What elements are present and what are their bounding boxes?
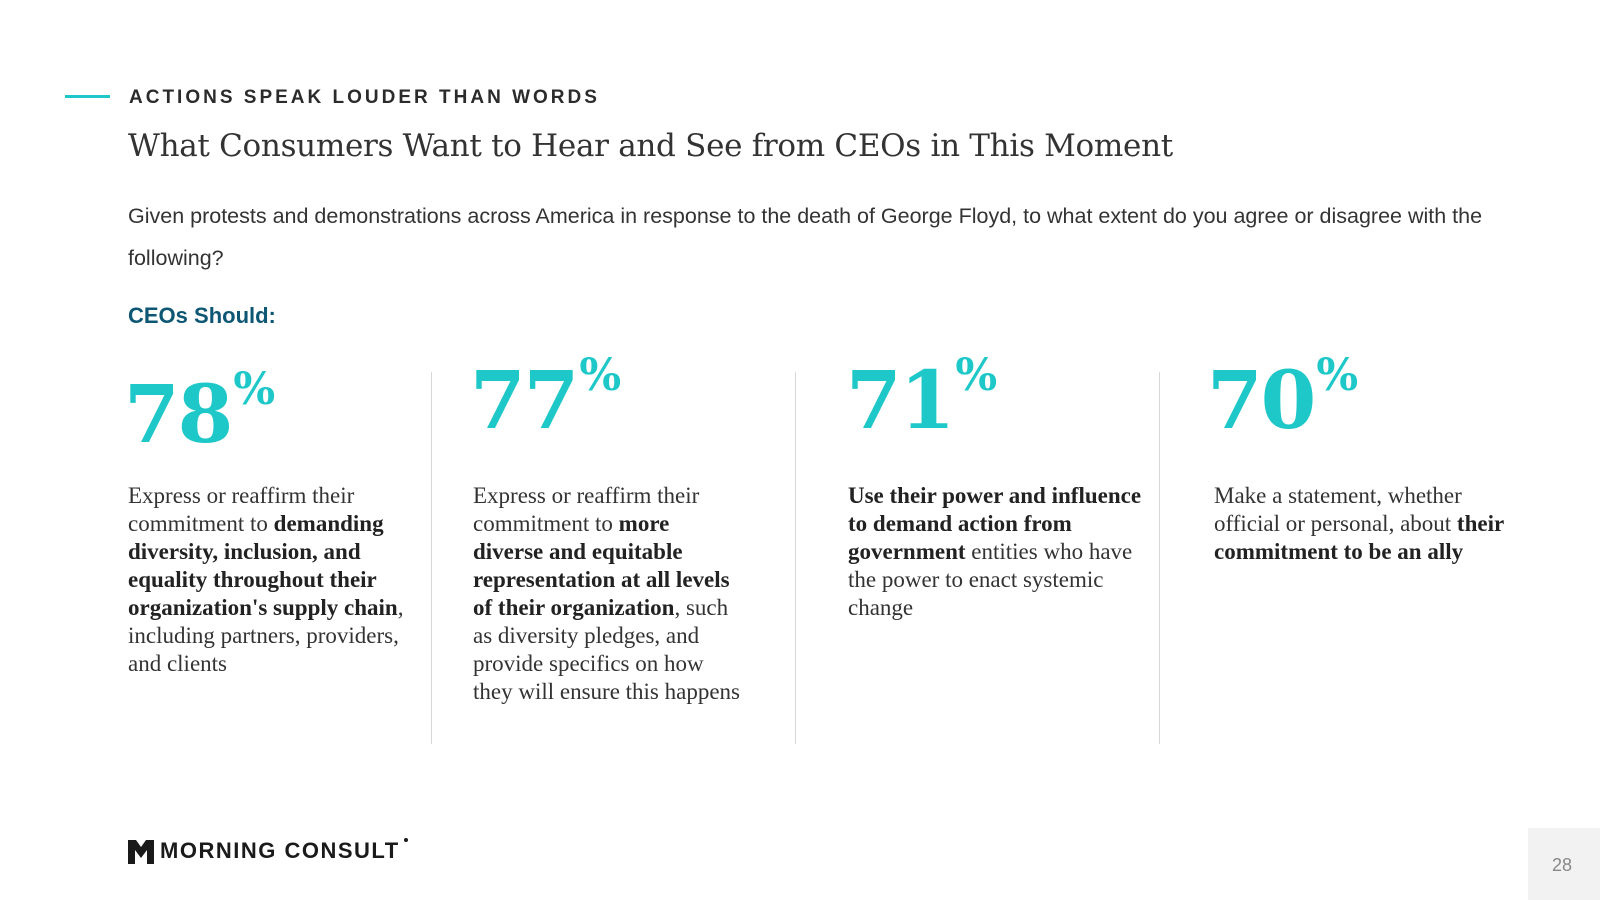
morning-consult-m-icon [128,840,154,864]
ceos-should-subhead: CEOs Should: [128,303,276,328]
page-number-box [1528,828,1600,900]
stat-description-2: Express or reaffirm their commitment to … [473,482,743,706]
section-eyebrow: ACTIONS SPEAK LOUDER THAN WORDS [129,87,600,108]
stat-description-1: Express or reaffirm their commitment to … [128,482,406,678]
stat-description-4: Make a statement, whether official or pe… [1214,482,1514,566]
stat-percent-sign: % [579,350,622,401]
stat-value-2: 77% [470,353,621,447]
stat-description-3: Use their power and influence to demand … [848,482,1148,622]
description-emphasis: their commitment to be an ally [1214,511,1504,564]
description-text: Express or reaffirm their commitment to [473,483,700,536]
description-text: entities who have the power to enact sys… [848,539,1133,620]
column-divider [431,372,432,744]
description-text: Make a statement, whether official or pe… [1214,483,1462,536]
description-emphasis: Use their power and influence to demand … [848,483,1142,564]
stat-value-3: 71% [846,353,997,447]
page-number: 28 [1552,855,1573,875]
logo-wordmark: MORNING CONSULT [160,838,408,864]
description-emphasis: demanding diversity, inclusion, and equa… [128,511,398,620]
stat-number: 71 [846,353,955,447]
stat-percent-sign: % [955,350,998,401]
accent-line [65,95,110,98]
description-text: Express or reaffirm their commitment to [128,483,355,536]
stat-number: 70 [1207,353,1316,447]
description-text: , including partners, providers, and cli… [128,595,404,676]
morning-consult-logo: MORNING CONSULT [128,838,408,864]
stat-value-4: 70% [1207,353,1358,447]
stat-value-1: 78% [124,367,275,461]
stat-percent-sign: % [1316,350,1359,401]
column-divider [795,372,796,744]
description-emphasis: more diverse and equitable representatio… [473,511,730,620]
column-divider [1159,372,1160,744]
page-title: What Consumers Want to Hear and See from… [128,128,1173,164]
description-text: , such as diversity pledges, and provide… [473,595,741,704]
survey-question: Given protests and demonstrations across… [128,204,1483,270]
stat-percent-sign: % [233,364,276,415]
stat-number: 77 [470,353,579,447]
stat-number: 78 [124,367,233,461]
